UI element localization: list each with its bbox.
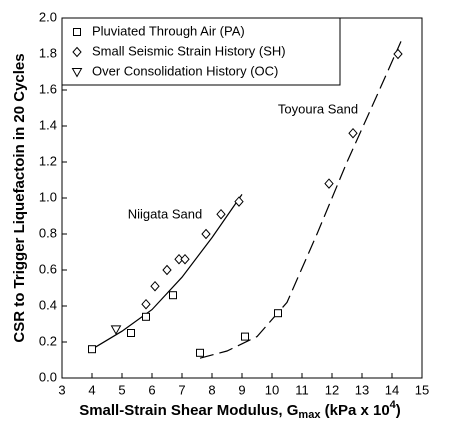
y-tick-label: 0.2: [39, 333, 57, 348]
x-label-text: Small-Strain Shear Modulus, G: [79, 402, 298, 419]
y-axis-label: CSR to Trigger Liquefactoin in 20 Cycles: [11, 53, 28, 342]
marker: [348, 127, 358, 139]
x-tick-label: 14: [385, 382, 399, 397]
y-tick-label: 1.8: [39, 45, 57, 60]
legend-label: Over Consolidation History (OC): [92, 63, 278, 78]
x-tick-label: 5: [118, 382, 125, 397]
x-label-text2: (kPa x 10: [320, 402, 389, 419]
y-tick-label: 0.8: [39, 225, 57, 240]
x-tick-label: 13: [355, 382, 369, 397]
x-tick-label: 8: [208, 382, 215, 397]
fit-curve: [91, 194, 243, 350]
y-tick-label: 1.2: [39, 153, 57, 168]
x-tick-label: 15: [415, 382, 429, 397]
x-tick-label: 4: [88, 382, 95, 397]
marker: [180, 253, 190, 265]
annotation: Toyoura Sand: [278, 101, 358, 116]
y-tick-label: 2.0: [39, 9, 57, 24]
marker: [169, 291, 177, 300]
marker: [234, 196, 244, 207]
marker: [241, 332, 249, 341]
x-tick-label: 7: [178, 382, 185, 397]
legend-label: Small Seismic Strain History (SH): [92, 43, 286, 58]
x-label-sub: max: [298, 409, 321, 421]
x-tick-label: 10: [265, 382, 279, 397]
marker: [393, 48, 403, 60]
y-tick-label: 0.0: [39, 369, 57, 384]
marker: [324, 178, 334, 189]
fit-curve: [199, 41, 402, 359]
annotation: Niigata Sand: [128, 206, 202, 221]
x-axis-label: Small-Strain Shear Modulus, Gmax (kPa x …: [79, 399, 401, 421]
y-tick-label: 0.6: [39, 261, 57, 276]
marker: [274, 309, 282, 318]
x-label-text3: ): [396, 402, 401, 419]
marker: [201, 228, 211, 240]
marker: [110, 325, 122, 335]
x-tick-label: 12: [325, 382, 339, 397]
x-tick-label: 6: [148, 382, 155, 397]
legend-marker: [71, 68, 83, 78]
marker: [141, 298, 151, 310]
y-tick-label: 1.0: [39, 189, 57, 204]
marker: [88, 345, 96, 354]
x-tick-label: 3: [58, 382, 65, 397]
marker: [127, 329, 135, 337]
legend-box: [61, 17, 341, 86]
legend-label: Pluviated Through Air (PA): [92, 23, 245, 38]
legend-marker: [73, 28, 81, 36]
marker: [150, 280, 160, 292]
marker: [162, 264, 172, 276]
y-tick-label: 1.4: [39, 117, 57, 132]
y-tick-label: 0.4: [39, 297, 57, 312]
marker: [196, 348, 204, 357]
x-tick-label: 11: [295, 382, 309, 397]
legend-marker: [72, 46, 82, 58]
marker: [142, 312, 150, 321]
x-label-sup: 4: [390, 399, 397, 411]
y-tick-label: 1.6: [39, 81, 57, 96]
marker: [216, 208, 226, 220]
x-tick-label: 9: [238, 382, 245, 397]
